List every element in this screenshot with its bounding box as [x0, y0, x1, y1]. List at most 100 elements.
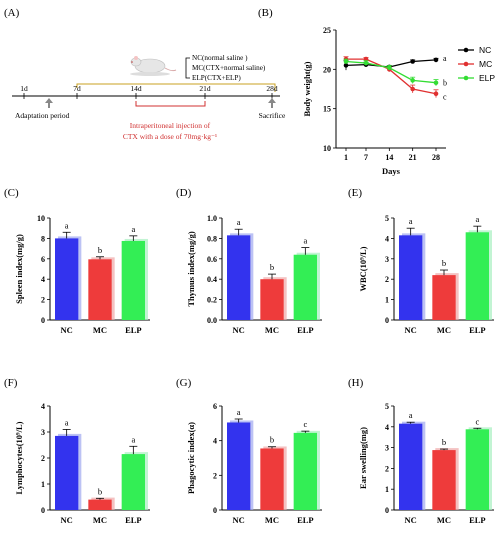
- data-point: [343, 59, 349, 64]
- x-tick-label: ELP: [297, 515, 314, 525]
- adaptation-arrow: [45, 98, 53, 108]
- bar-elp: [293, 254, 317, 320]
- x-tick-label: ELP: [469, 515, 486, 525]
- x-tick-label: ELP: [125, 515, 142, 525]
- y-tick-label: 8: [41, 234, 45, 243]
- legend-label: NC: [479, 45, 491, 55]
- legend-label: ELP: [479, 73, 495, 83]
- significance-label: a: [303, 236, 307, 246]
- injection-line2: CTX with a dose of 70mg·kg⁻¹: [123, 132, 217, 141]
- significance-label: c: [443, 93, 447, 102]
- legend-marker: [463, 47, 469, 53]
- injection-bracket: [135, 101, 206, 107]
- y-tick-label: 2: [385, 464, 389, 473]
- y-tick-label: 4: [385, 234, 389, 243]
- y-tick-label: 1: [385, 296, 389, 305]
- y-tick-label: 0.2: [207, 296, 217, 305]
- x-tick-label: 21: [409, 153, 417, 162]
- bar-elp: [465, 232, 489, 320]
- data-point: [433, 91, 439, 97]
- significance-label: b: [443, 79, 447, 88]
- y-axis-label: Spleen index(mg/g): [14, 234, 24, 304]
- panel-h-bar-chart: (H) 0 1 2 3 4 5 Ear swelling(mg) a NC b MC c ELP: [348, 377, 494, 525]
- significance-label: a: [409, 216, 413, 226]
- bar-nc: [399, 235, 423, 320]
- data-point: [410, 86, 415, 92]
- x-tick-label: MC: [437, 515, 451, 525]
- legend-mc: MC(CTX+normal saline): [192, 64, 266, 72]
- data-point: [410, 78, 415, 83]
- x-tick-label: ELP: [469, 325, 486, 335]
- y-tick-label: 4: [41, 402, 45, 411]
- x-tick-label: MC: [437, 325, 451, 335]
- y-tick-label: 10: [323, 144, 331, 153]
- x-tick-label: NC: [233, 515, 245, 525]
- panel-d-bar-chart: (D) 0.0 0.2 0.4 0.6 0.8 1.0 Thymus index(mg/g) a…: [176, 187, 322, 335]
- y-tick-label: 1: [41, 480, 45, 489]
- y-tick-label: 2: [41, 296, 45, 305]
- x-tick-label: NC: [61, 325, 73, 335]
- significance-label: a: [65, 220, 69, 230]
- bar-elp: [465, 429, 489, 510]
- bar-nc: [227, 422, 251, 510]
- y-axis-label: Body weight(g): [302, 61, 312, 116]
- y-tick-label: 6: [41, 255, 45, 264]
- panel-a-letter: (A): [4, 7, 20, 19]
- bar-mc: [432, 450, 456, 510]
- panel-letter: (E): [348, 187, 362, 199]
- x-tick-label: MC: [93, 325, 107, 335]
- bar-mc: [88, 259, 112, 320]
- y-tick-label: 0.6: [207, 255, 217, 264]
- significance-label: a: [409, 410, 413, 420]
- legend-label: MC: [479, 59, 492, 69]
- significance-label: a: [237, 217, 241, 227]
- data-point: [363, 56, 369, 62]
- significance-label: a: [131, 434, 135, 444]
- data-point: [410, 59, 415, 64]
- y-tick-label: 3: [385, 255, 389, 264]
- x-axis-label: Days: [382, 166, 401, 176]
- bar-mc: [260, 279, 284, 320]
- data-point: [387, 65, 392, 71]
- panel-b-line-chart: (B) 10 15 20 25 1 7 14 21 28 Days Body weight(g) a NC…: [258, 7, 495, 176]
- bar-nc: [55, 435, 79, 510]
- y-tick-label: 3: [385, 444, 389, 453]
- sacrifice-label: Sacrifice: [259, 111, 286, 120]
- x-tick-label: NC: [405, 325, 417, 335]
- y-tick-label: 25: [323, 26, 331, 35]
- y-tick-label: 0.0: [207, 316, 217, 325]
- y-tick-label: 0: [385, 506, 389, 515]
- y-axis-label: Lymphocytes(10⁹/L): [14, 421, 24, 494]
- mouse-icon: [130, 56, 177, 76]
- x-tick-label: NC: [405, 515, 417, 525]
- day-7d: 7d: [73, 84, 81, 93]
- y-tick-label: 10: [37, 214, 45, 223]
- y-tick-label: 5: [385, 402, 389, 411]
- legend-elp: ELP(CTX+ELP): [192, 74, 241, 82]
- panel-f-bar-chart: (F) 0 1 2 3 4 Lymphocytes(10⁹/L) a NC b MC a ELP: [4, 377, 150, 525]
- injection-line1: Intraperitoneal injection of: [130, 121, 211, 130]
- significance-label: c: [303, 419, 307, 429]
- y-tick-label: 0: [41, 316, 45, 325]
- bar-elp: [121, 454, 145, 510]
- y-tick-label: 20: [323, 65, 331, 74]
- day-1d: 1d: [20, 84, 28, 93]
- panel-letter: (G): [176, 377, 192, 389]
- y-axis-label: Thymus index(mg/g): [186, 231, 196, 306]
- y-tick-label: 15: [323, 105, 331, 114]
- y-axis-label: Ear swelling(mg): [358, 427, 368, 489]
- y-axis-label: Phagocytic index(α): [186, 422, 196, 494]
- significance-label: b: [98, 245, 102, 255]
- x-tick-label: ELP: [125, 325, 142, 335]
- bar-mc: [88, 499, 112, 510]
- y-tick-label: 0.4: [207, 275, 217, 284]
- x-tick-label: 1: [344, 153, 348, 162]
- panel-letter: (H): [348, 377, 364, 389]
- day-14d: 14d: [130, 84, 142, 93]
- x-tick-label: NC: [61, 515, 73, 525]
- x-tick-label: 7: [364, 153, 368, 162]
- y-tick-label: 4: [385, 423, 389, 432]
- x-tick-label: MC: [93, 515, 107, 525]
- y-tick-label: 0: [41, 506, 45, 515]
- legend-nc: NC(normal saline ): [192, 54, 248, 62]
